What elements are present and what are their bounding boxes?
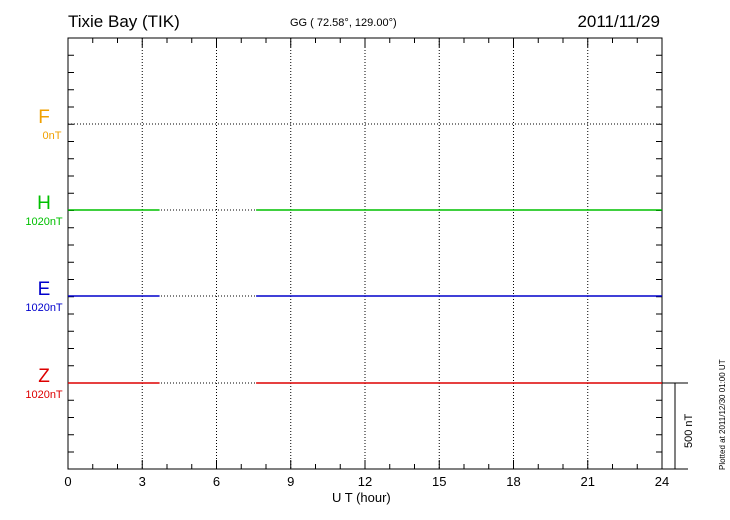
scale-bar-label: 500 nT — [683, 413, 695, 448]
baseline-label-z: 1020nT — [25, 389, 63, 401]
x-tick-label: 3 — [139, 474, 146, 489]
baseline-label-f: 0nT — [42, 130, 62, 142]
plot-date: 2011/11/29 — [577, 12, 660, 31]
x-tick-label: 21 — [581, 474, 595, 489]
component-label-z: Z — [38, 366, 50, 387]
x-tick-label: 9 — [287, 474, 294, 489]
x-tick-label: 6 — [213, 474, 220, 489]
x-tick-label: 15 — [432, 474, 446, 489]
x-tick-label: 12 — [358, 474, 372, 489]
x-tick-label: 0 — [64, 474, 71, 489]
component-label-e: E — [37, 279, 51, 300]
station-coordinates: GG ( 72.58°, 129.00°) — [290, 17, 397, 29]
station-title: Tixie Bay (TIK) — [68, 12, 180, 31]
component-label-h: H — [37, 193, 51, 214]
x-tick-label: 18 — [506, 474, 520, 489]
baseline-label-e: 1020nT — [25, 302, 63, 314]
component-label-f: F — [38, 107, 50, 128]
x-tick-label: 24 — [655, 474, 669, 489]
x-axis-label: U T (hour) — [332, 490, 391, 505]
baseline-label-h: 1020nT — [25, 216, 63, 228]
plotted-timestamp: Plotted at 2011/12/30 01:00 UT — [718, 359, 727, 470]
